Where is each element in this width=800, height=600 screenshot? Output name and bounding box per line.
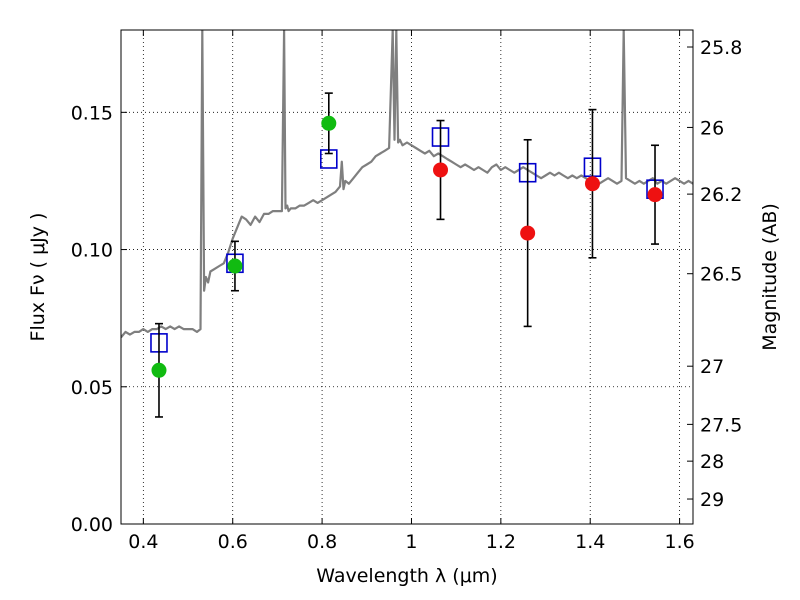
x-tick-label: 0.6: [218, 531, 248, 553]
x-tick-label: 1.2: [486, 531, 516, 553]
y-tick-label: 0.05: [71, 377, 113, 399]
magnitude-tick-label: 29: [700, 489, 724, 511]
magnitude-tick-label: 26.5: [700, 264, 742, 286]
x-tick-label: 1.4: [575, 531, 605, 553]
spectrum-series: [121, 30, 693, 339]
photometry-point: [227, 258, 243, 274]
photometry-point: [584, 176, 600, 192]
magnitude-tick-label: 28: [700, 451, 724, 473]
plot-frame: [120, 29, 694, 525]
y-tick-label: 0.10: [71, 240, 113, 262]
x-axis-label: Wavelength λ (μm): [316, 565, 497, 587]
photometry-point: [647, 187, 663, 203]
y-axis-label: Flux Fν ( μJy ): [27, 213, 49, 342]
spectrum-line: [121, 30, 693, 339]
x-tick-label: 0.8: [307, 531, 337, 553]
x-tick-label: 0.4: [128, 531, 158, 553]
photometry-point: [321, 115, 337, 131]
y-tick-label: 0.00: [71, 514, 113, 536]
photometry-point: [520, 225, 536, 241]
magnitude-tick-label: 26: [700, 117, 724, 139]
x-tick-label: 1.6: [664, 531, 694, 553]
right-y-axis-label: Magnitude (AB): [759, 203, 781, 351]
magnitude-tick-label: 26.2: [700, 184, 742, 206]
photometry-point: [433, 162, 449, 178]
x-tick-label: 1: [405, 531, 417, 553]
axis-ticks: 0.4 0.6 0.8 1 1.2 1.4 1.6 0.00 0.05 0.10 0.15 25.8 2…: [71, 30, 742, 553]
photometry-markers: [150, 92, 664, 418]
magnitude-tick-label: 27.5: [700, 414, 742, 436]
magnitude-tick-label: 25.8: [700, 37, 742, 59]
magnitude-tick-label: 27: [700, 356, 724, 378]
photometry-point: [151, 362, 167, 378]
y-tick-label: 0.15: [71, 102, 113, 124]
